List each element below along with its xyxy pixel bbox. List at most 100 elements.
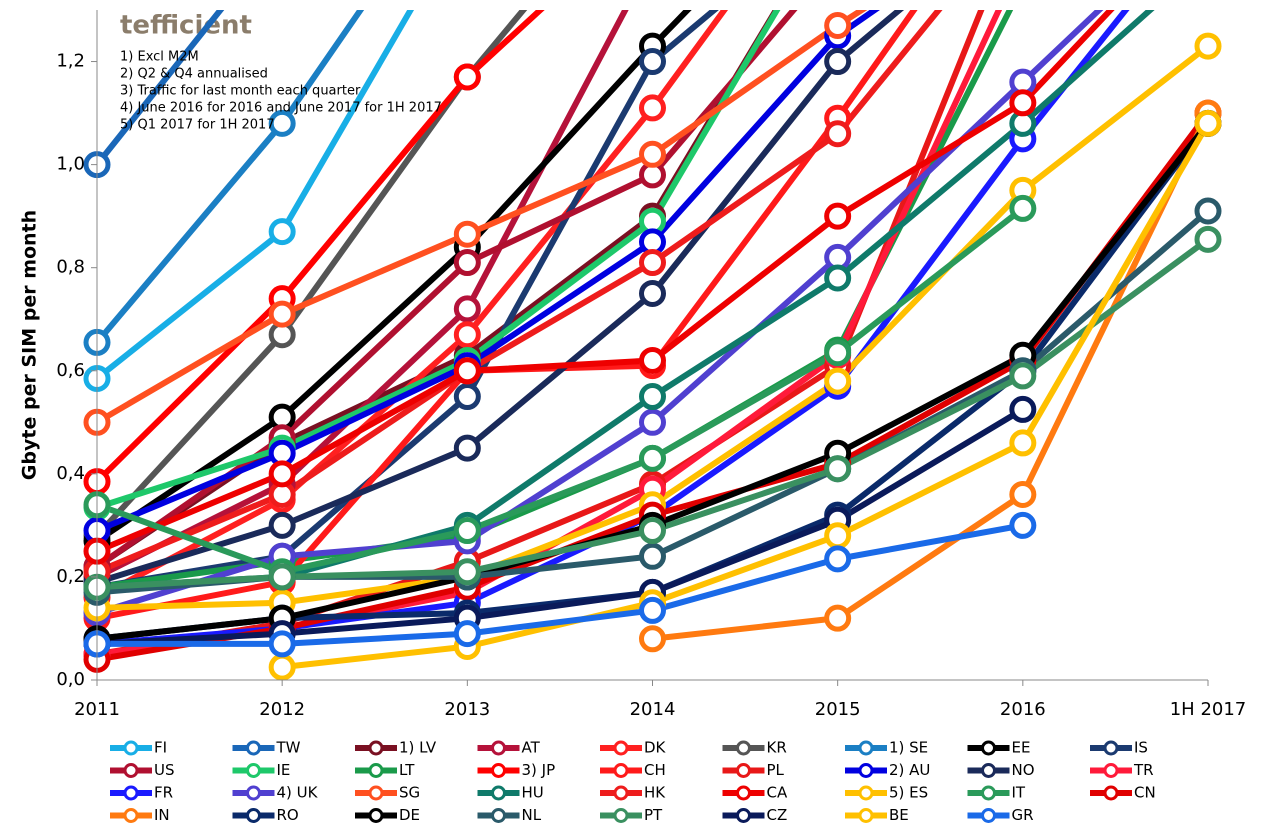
note: 5) Q1 2017 for 1H 2017 (120, 118, 275, 133)
data-point (453, 63, 481, 91)
legend-marker (613, 763, 629, 778)
legend-marker (858, 763, 874, 778)
data-point (639, 140, 666, 168)
legend-marker (368, 785, 384, 801)
legend-label: RO (277, 806, 299, 824)
legend-marker (246, 808, 261, 823)
data-point (1194, 109, 1222, 137)
legend-label: PT (644, 806, 663, 824)
legend-marker (491, 740, 506, 756)
data-point (824, 11, 852, 39)
legend-label: CH (644, 761, 666, 779)
legend-label: NO (1012, 761, 1035, 779)
legend-marker (123, 808, 139, 823)
data-point (639, 249, 666, 277)
series-line (95, 10, 868, 425)
x-tick-label: 2014 (630, 699, 676, 720)
data-point (639, 444, 666, 472)
y-tick-label: 0,8 (56, 257, 85, 278)
series-line (97, 522, 1024, 647)
legend-marker (491, 763, 506, 778)
legend-marker (368, 763, 384, 778)
legend-label: DE (399, 806, 420, 824)
legend-marker (491, 785, 506, 801)
note: 2) Q2 & Q4 annualised (120, 67, 268, 82)
legend-marker (246, 740, 261, 756)
legend-label: 1) LV (399, 739, 437, 757)
x-tick-label: 2016 (1000, 699, 1046, 720)
data-point (453, 249, 481, 277)
legend-marker (1103, 763, 1119, 778)
series-line (281, 121, 1211, 671)
legend-marker (736, 785, 751, 801)
logo: tefficient (120, 11, 252, 41)
data-point (268, 109, 296, 137)
legend-marker (1103, 785, 1119, 801)
legend-marker (981, 808, 996, 823)
legend-marker (613, 785, 629, 801)
data-point (639, 279, 666, 307)
note: 1) Excl M2M (120, 50, 199, 65)
data-point (1009, 395, 1037, 423)
x-tick-label: 2012 (259, 699, 305, 720)
x-tick-label: 2015 (815, 699, 861, 720)
data-point (453, 321, 481, 349)
y-tick-label: 0,6 (56, 360, 85, 381)
data-point (824, 455, 852, 483)
data-point (1009, 511, 1037, 539)
data-point (268, 460, 296, 488)
data-point (639, 596, 666, 624)
series-line (95, 10, 880, 534)
legend-marker (981, 763, 996, 778)
legend-label: IN (154, 806, 170, 824)
data-point (268, 630, 296, 658)
legend-label: 1) SE (889, 739, 928, 757)
data-point (268, 218, 296, 246)
legend-marker (123, 785, 139, 801)
data-point (824, 367, 852, 395)
data-point (639, 517, 666, 545)
legend-label: 2) AU (889, 761, 930, 779)
legend-label: US (154, 761, 175, 779)
legend-label: CA (767, 784, 788, 802)
data-point (639, 48, 666, 76)
legend-marker (981, 785, 996, 801)
data-point (453, 295, 481, 323)
legend-marker (246, 785, 261, 801)
data-point (639, 625, 666, 653)
data-point (453, 620, 481, 648)
legend-label: FR (154, 784, 173, 802)
legend-label: 4) UK (277, 784, 319, 802)
series-line (95, 206, 1025, 575)
legend-marker (123, 740, 139, 756)
legend-marker (491, 808, 506, 823)
data-point (639, 542, 666, 570)
series-line (652, 111, 1211, 642)
legend-marker (858, 740, 874, 756)
legend-marker (1103, 740, 1119, 756)
legend-label: TW (276, 739, 301, 757)
legend-label: DK (644, 739, 667, 757)
legend-label: CZ (767, 806, 788, 824)
legend-label: CN (1134, 784, 1156, 802)
legend-label: LT (399, 761, 415, 779)
x-tick-label: 2011 (74, 699, 120, 720)
legend-label: HK (644, 784, 666, 802)
data-point (268, 653, 296, 681)
data-point (824, 120, 852, 148)
legend-label: EE (1012, 739, 1031, 757)
y-tick-label: 1,2 (56, 51, 85, 72)
data-point (639, 346, 666, 374)
data-point (824, 264, 852, 292)
data-point (824, 522, 852, 550)
data-point (1009, 429, 1037, 457)
legend-label: IS (1134, 739, 1148, 757)
legend-label: IT (1012, 784, 1026, 802)
y-tick-label: 1,0 (56, 154, 85, 175)
data-point (453, 434, 481, 462)
data-point (824, 202, 852, 230)
legend-marker (368, 740, 384, 756)
series-line (94, 10, 528, 538)
y-tick-label: 0,4 (56, 463, 85, 484)
legend-marker (858, 785, 874, 801)
